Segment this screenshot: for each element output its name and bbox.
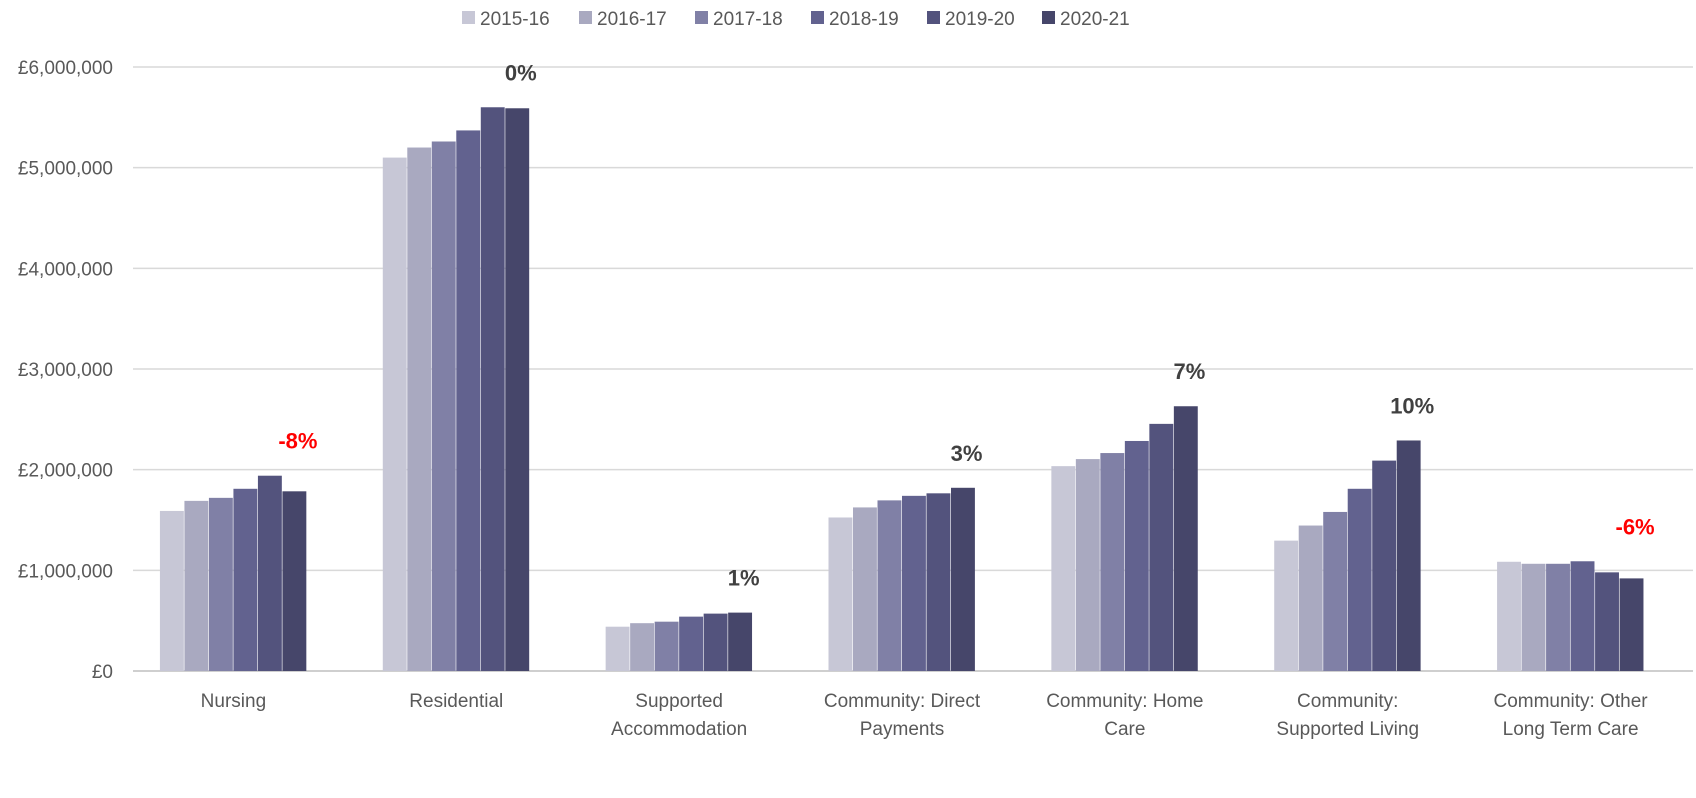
bar <box>505 108 530 672</box>
bar <box>1546 563 1570 671</box>
legend-label: 2015-16 <box>480 9 550 30</box>
x-category-label: Community: Other Long Term Care <box>1493 691 1648 740</box>
legend-swatch <box>462 11 475 24</box>
bar <box>1124 440 1149 671</box>
bar <box>1521 563 1546 671</box>
y-tick-label: £5,000,000 <box>18 159 113 180</box>
change-label: 0% <box>505 60 537 85</box>
bar <box>233 488 258 671</box>
bar <box>828 517 853 671</box>
bar <box>853 507 877 671</box>
bar <box>728 612 753 671</box>
bar <box>1595 572 1619 671</box>
x-category-label: Supported Accommodation <box>611 691 747 740</box>
bar <box>877 500 902 671</box>
y-tick-label: £2,000,000 <box>18 461 113 482</box>
bar <box>1396 440 1421 671</box>
chart-legend: 2015-16 2016-17 2017-18 2018-19 2019-20 2020-… <box>462 9 1130 30</box>
bar <box>184 500 209 671</box>
legend-item: 2019-20 <box>927 9 1015 30</box>
bar <box>1497 561 1521 671</box>
bar <box>703 613 728 671</box>
bar <box>1075 459 1100 671</box>
legend-swatch <box>927 11 940 24</box>
x-category-label: Community: Supported Living <box>1276 691 1419 740</box>
bar <box>1173 406 1198 671</box>
x-category-label: Nursing <box>201 691 266 712</box>
change-label: 7% <box>1173 359 1205 384</box>
change-labels: -8% 0% 1% 3% 7% 10% -6% <box>278 60 1654 590</box>
legend-label: 2019-20 <box>945 9 1015 30</box>
legend-item: 2018-19 <box>811 9 899 30</box>
legend-label: 2017-18 <box>713 9 783 30</box>
bar <box>1100 453 1125 671</box>
bar <box>1298 525 1323 671</box>
bar <box>1149 423 1174 671</box>
legend-swatch <box>695 11 708 24</box>
bar <box>1274 540 1299 671</box>
change-label: 10% <box>1390 393 1434 418</box>
legend-label: 2016-17 <box>597 9 667 30</box>
bar <box>1323 511 1348 671</box>
bar <box>159 510 184 671</box>
x-axis: Nursing Residential Supported Accommodation… <box>201 691 1649 740</box>
y-tick-label: £3,000,000 <box>18 360 113 381</box>
bar <box>1570 561 1595 671</box>
x-category-label: Residential <box>409 691 503 712</box>
legend-item: 2016-17 <box>579 9 667 30</box>
x-category-label: Community: Home Care <box>1046 691 1203 740</box>
bar <box>382 157 407 672</box>
bar <box>282 491 307 671</box>
bar <box>926 493 951 671</box>
y-tick-label: £1,000,000 <box>18 561 113 582</box>
bar <box>1619 578 1644 671</box>
change-label: -8% <box>278 429 317 454</box>
x-category-label: Community: Direct Payments <box>824 691 981 740</box>
legend-swatch <box>811 11 824 24</box>
bar <box>431 141 456 671</box>
bar <box>208 497 233 671</box>
bar <box>456 130 481 672</box>
y-axis: £0 £1,000,000 £2,000,000 £3,000,000 £4,000,0… <box>18 58 113 683</box>
bar <box>407 147 432 672</box>
legend-swatch <box>1042 11 1055 24</box>
change-label: 3% <box>951 441 983 466</box>
bar <box>605 626 630 671</box>
legend-item: 2020-21 <box>1042 9 1130 30</box>
bar <box>902 495 926 671</box>
bar <box>257 475 282 671</box>
bar <box>951 487 975 671</box>
y-tick-label: £0 <box>92 662 113 683</box>
legend-swatch <box>579 11 592 24</box>
bar <box>1372 460 1397 671</box>
bar <box>654 621 679 671</box>
legend-label: 2018-19 <box>829 9 899 30</box>
legend-item: 2015-16 <box>462 9 550 30</box>
legend-item: 2017-18 <box>695 9 783 30</box>
change-label: 1% <box>728 566 760 591</box>
bar <box>679 616 704 671</box>
legend-label: 2020-21 <box>1060 9 1130 30</box>
bar <box>480 107 505 672</box>
y-tick-label: £4,000,000 <box>18 259 113 280</box>
bar <box>1347 488 1372 671</box>
bar <box>1051 466 1076 671</box>
bar <box>630 623 655 671</box>
change-label: -6% <box>1616 514 1655 539</box>
y-tick-label: £6,000,000 <box>18 58 113 79</box>
bars <box>159 107 1644 672</box>
